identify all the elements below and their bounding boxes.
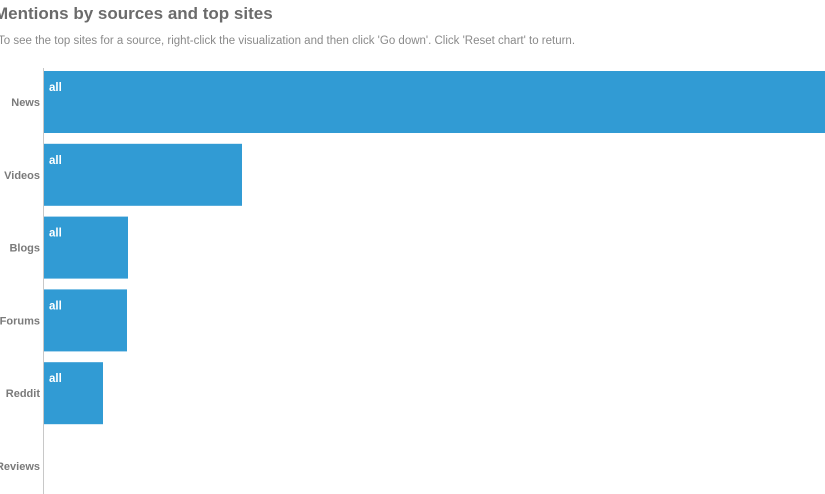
category-label-reddit: Reddit (6, 388, 41, 400)
bar-label-news: all (49, 82, 62, 94)
bar-label-blogs: all (49, 228, 62, 240)
bar-blogs[interactable] (44, 216, 128, 279)
bar-videos[interactable] (44, 143, 242, 206)
bars-group: all all all all all (44, 71, 825, 425)
bar-reddit[interactable] (44, 362, 103, 425)
chart-title: Mentions by sources and top sites (0, 4, 273, 23)
category-label-videos: Videos (4, 170, 40, 182)
category-label-reviews: Reviews (0, 461, 40, 473)
category-label-blogs: Blogs (9, 243, 40, 255)
category-labels-group: News Videos Blogs Forums Reddit Reviews (0, 97, 40, 473)
bar-label-videos: all (49, 155, 62, 167)
bar-news[interactable] (44, 71, 825, 133)
bar-label-forums: all (49, 300, 62, 312)
category-label-forums: Forums (0, 315, 40, 327)
category-label-news: News (11, 97, 40, 109)
bar-forums[interactable] (44, 289, 127, 352)
bar-label-reddit: all (49, 373, 62, 385)
chart-subtitle: To see the top sites for a source, right… (0, 35, 576, 47)
